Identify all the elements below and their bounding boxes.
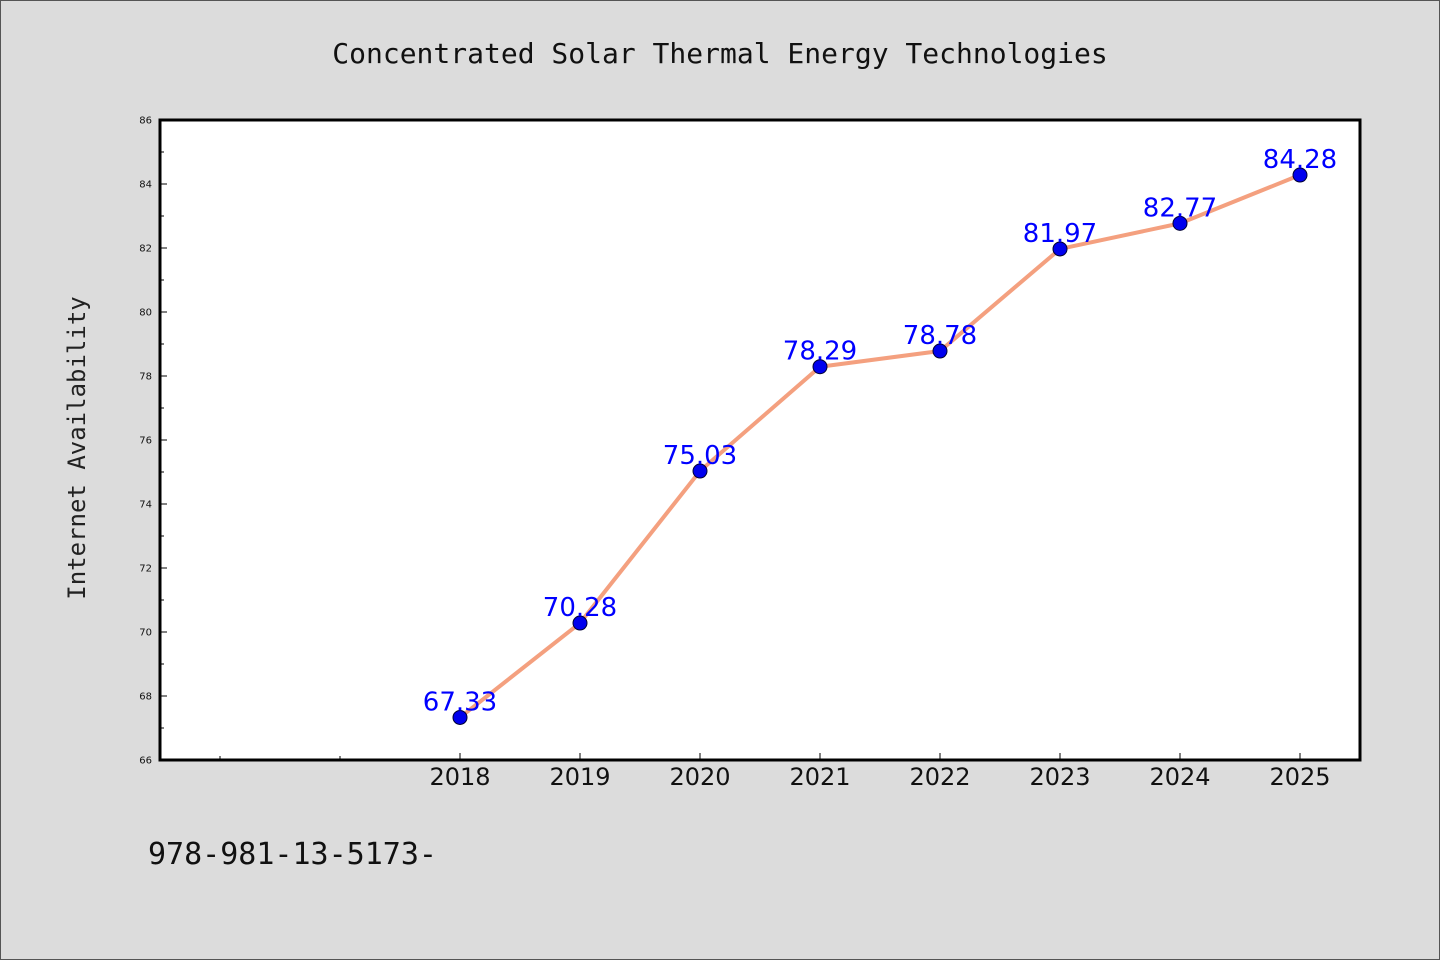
data-point-marker <box>452 709 468 725</box>
data-point-marker <box>1292 167 1308 183</box>
x-tick-label: 2019 <box>549 763 610 791</box>
data-label: 78.78 <box>903 321 977 351</box>
x-tick-label: 2023 <box>1029 763 1090 791</box>
y-tick-label: 66 <box>139 756 152 767</box>
chart-title: Concentrated Solar Thermal Energy Techno… <box>332 37 1107 70</box>
y-tick-label: 68 <box>139 692 152 703</box>
x-tick-label: 2021 <box>789 763 850 791</box>
data-label: 82.77 <box>1143 193 1217 223</box>
y-tick-label: 72 <box>139 564 152 575</box>
y-tick-label: 82 <box>139 244 152 255</box>
data-point-marker <box>1172 215 1188 231</box>
x-tick-label: 2024 <box>1149 763 1210 791</box>
footnote-text: 978-981-13-5173- <box>148 837 437 872</box>
data-point-marker <box>1052 241 1068 257</box>
y-tick-label: 86 <box>139 116 152 127</box>
series-line <box>458 173 1302 720</box>
x-axis: 2018 2019 2020 2021 2022 2023 2024 2025 <box>219 753 1331 791</box>
y-tick-label: 70 <box>139 628 152 639</box>
x-tick-label: 2022 <box>909 763 970 791</box>
data-label: 84.28 <box>1263 145 1337 175</box>
y-tick-label: 84 <box>139 180 152 191</box>
data-label: 70.28 <box>543 593 617 623</box>
x-tick-label: 2020 <box>669 763 730 791</box>
x-tick-label: 2018 <box>429 763 490 791</box>
y-tick-label: 76 <box>139 436 152 447</box>
data-labels-group: 67.33 70.28 75.03 78.29 78.78 81.97 82.77 84.28 <box>423 145 1337 717</box>
y-tick-label: 74 <box>139 500 152 511</box>
markers-group <box>452 167 1308 725</box>
y-tick-label: 80 <box>139 308 152 319</box>
y-axis: 66 68 70 72 74 76 78 80 82 84 86 <box>139 116 167 767</box>
data-point-marker <box>812 359 828 375</box>
data-point-marker <box>692 463 708 479</box>
y-axis-label: Internet Availability <box>63 296 91 599</box>
data-label: 75.03 <box>663 441 737 471</box>
data-label: 67.33 <box>423 687 497 717</box>
data-point-marker <box>572 615 588 631</box>
data-label: 78.29 <box>783 337 857 367</box>
data-point-marker <box>932 343 948 359</box>
data-label: 81.97 <box>1023 219 1097 249</box>
x-tick-label: 2025 <box>1269 763 1330 791</box>
series-line-group <box>458 173 1302 720</box>
y-tick-label: 78 <box>139 372 152 383</box>
